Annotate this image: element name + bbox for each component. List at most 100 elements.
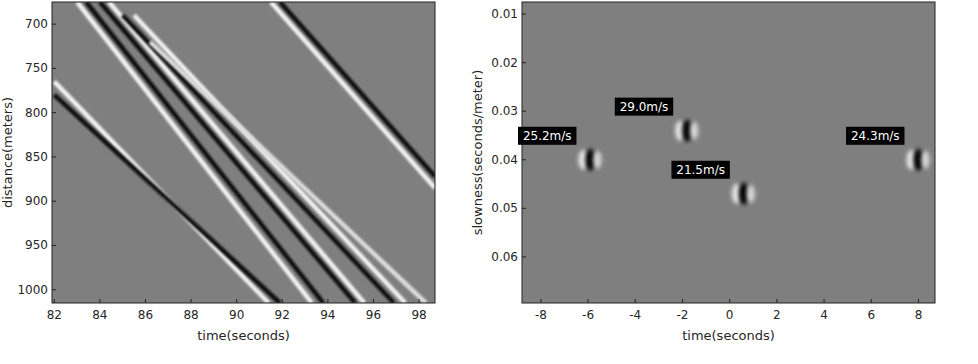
blob-light (593, 151, 601, 169)
y-tick (52, 24, 56, 25)
x-tick-label: -4 (629, 308, 641, 322)
x-tick-label: 0 (726, 308, 734, 322)
x-tick-label: 2 (773, 308, 781, 322)
x-tick (776, 299, 777, 303)
x-tick-label: 84 (92, 308, 107, 322)
x-tick-label: -2 (676, 308, 688, 322)
y-tick-label: 0.06 (491, 250, 518, 264)
annotation-text: 24.3m/s (851, 129, 900, 143)
y-tick (522, 208, 526, 209)
x-tick (729, 299, 730, 303)
x-tick-label: 8 (915, 308, 923, 322)
x-tick (918, 299, 919, 303)
annotation-box (846, 127, 904, 145)
stripe (123, 15, 394, 303)
x-axis-label: time(seconds) (682, 328, 775, 343)
y-axis-label: distance(meters) (0, 97, 15, 208)
y-tick (522, 62, 526, 63)
x-tick (99, 299, 100, 303)
x-tick (282, 299, 283, 303)
annotation: 21.5m/s (671, 161, 729, 179)
annotation-box (518, 127, 576, 145)
stripe (134, 15, 405, 303)
x-tick-label: -8 (535, 308, 547, 322)
x-tick-label: 88 (183, 308, 198, 322)
x-tick (236, 299, 237, 303)
y-tick-label: 0.02 (491, 56, 518, 70)
x-tick (373, 299, 374, 303)
x-tick-label: -6 (582, 308, 594, 322)
blob (732, 183, 755, 205)
stripe (280, 2, 435, 176)
annotation-box (671, 161, 729, 179)
x-tick (191, 299, 192, 303)
y-tick-label: 900 (25, 194, 48, 208)
y-tick-label: 0.01 (491, 7, 518, 21)
x-tick-label: 4 (820, 308, 828, 322)
annotation-text: 29.0m/s (620, 100, 669, 114)
y-tick (522, 159, 526, 160)
y-tick-label: 0.04 (491, 153, 518, 167)
annotation: 25.2m/s (518, 127, 576, 145)
blob-light (690, 122, 698, 140)
plot-background (52, 2, 435, 303)
x-tick (145, 299, 146, 303)
y-tick-label: 750 (25, 61, 48, 75)
stripe (150, 42, 426, 303)
x-tick (419, 299, 420, 303)
y-tick (52, 112, 56, 113)
x-tick-label: 82 (47, 308, 62, 322)
y-tick (52, 245, 56, 246)
annotation-text: 21.5m/s (676, 163, 725, 177)
figure-svg: 8284868890929496987007508008509009501000… (0, 0, 978, 364)
y-tick-label: 950 (25, 238, 48, 252)
y-tick-label: 850 (25, 150, 48, 164)
blob-light (747, 185, 755, 203)
blob (578, 149, 601, 171)
y-tick (52, 68, 56, 69)
x-tick (588, 299, 589, 303)
x-tick (635, 299, 636, 303)
panel: 8284868890929496987007508008509009501000… (0, 2, 435, 343)
plot-background (522, 2, 935, 303)
y-tick (52, 201, 56, 202)
x-tick-label: 96 (366, 308, 381, 322)
marks (54, 2, 435, 303)
blob (675, 120, 698, 142)
annotation: 24.3m/s (846, 127, 904, 145)
blob-light (921, 151, 929, 169)
x-tick (54, 299, 55, 303)
y-tick-label: 0.05 (491, 201, 518, 215)
x-tick-label: 6 (867, 308, 875, 322)
y-tick (522, 14, 526, 15)
blob (906, 149, 929, 171)
x-tick (871, 299, 872, 303)
y-tick-label: 0.03 (491, 104, 518, 118)
y-tick-label: 1000 (17, 283, 48, 297)
y-tick (522, 256, 526, 257)
annotation-text: 25.2m/s (523, 129, 572, 143)
x-tick (824, 299, 825, 303)
x-tick-label: 94 (320, 308, 335, 322)
stripe (100, 2, 355, 303)
x-tick (327, 299, 328, 303)
x-tick-label: 92 (275, 308, 290, 322)
marks (578, 120, 929, 205)
frame (52, 2, 435, 303)
stripe (109, 2, 364, 303)
y-axis-label: slowness(seconds/meter) (470, 70, 485, 236)
x-tick-label: 90 (229, 308, 244, 322)
panel: -8 -6 -4 -2 0 2 4 6 8 0.01 0.02 0.03 0.04 0.05 0.06 tim… (470, 2, 935, 343)
y-tick (522, 111, 526, 112)
stripe (54, 95, 280, 303)
annotation: 29.0m/s (615, 98, 673, 116)
frame (522, 2, 935, 303)
stripe (271, 2, 435, 188)
x-tick-label: 98 (411, 308, 426, 322)
x-tick (540, 299, 541, 303)
stripe (77, 2, 312, 303)
stripe (86, 2, 323, 303)
y-tick (52, 156, 56, 157)
x-tick (682, 299, 683, 303)
y-tick-label: 800 (25, 106, 48, 120)
